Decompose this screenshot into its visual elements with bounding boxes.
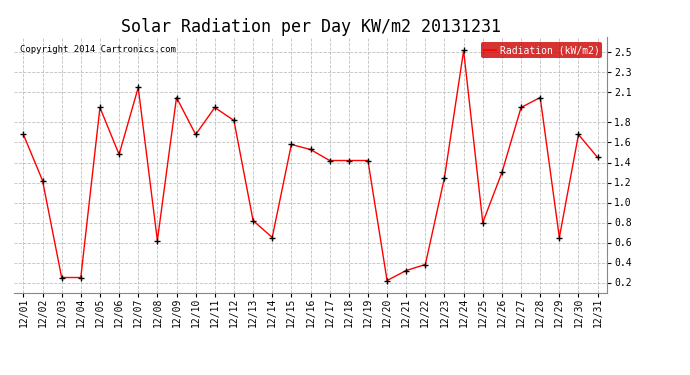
Title: Solar Radiation per Day KW/m2 20131231: Solar Radiation per Day KW/m2 20131231 [121,18,500,36]
Legend: Radiation (kW/m2): Radiation (kW/m2) [481,42,602,58]
Text: Copyright 2014 Cartronics.com: Copyright 2014 Cartronics.com [20,45,176,54]
